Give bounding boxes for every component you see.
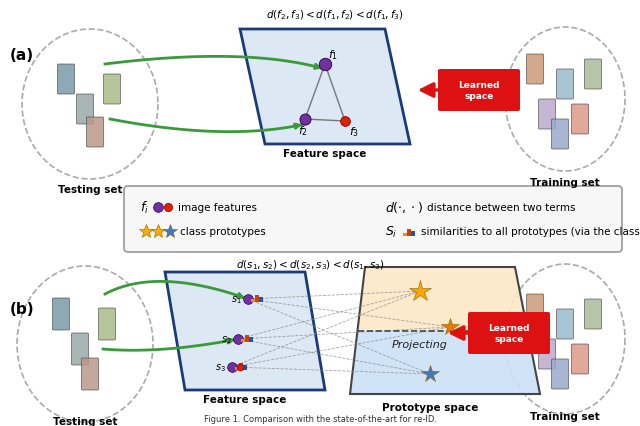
Bar xyxy=(245,335,248,342)
FancyBboxPatch shape xyxy=(572,344,589,374)
Bar xyxy=(255,295,259,302)
Text: $d(f_2,f_3) < d(f_1,f_2) < d(f_1,f_3)$: $d(f_2,f_3) < d(f_1,f_2) < d(f_1,f_3)$ xyxy=(266,8,404,22)
Bar xyxy=(249,337,253,342)
FancyBboxPatch shape xyxy=(104,75,120,105)
FancyBboxPatch shape xyxy=(81,358,99,390)
FancyBboxPatch shape xyxy=(572,105,589,135)
Text: Learned
space: Learned space xyxy=(458,81,500,101)
Polygon shape xyxy=(350,331,540,394)
Text: Feature space: Feature space xyxy=(204,394,287,404)
FancyBboxPatch shape xyxy=(72,333,88,365)
Bar xyxy=(251,299,255,302)
FancyBboxPatch shape xyxy=(584,60,602,90)
Text: $f_1$: $f_1$ xyxy=(328,48,338,62)
Text: $d(s_1,s_2) < d(s_2,s_3) < d(s_1,s_3)$: $d(s_1,s_2) < d(s_2,s_3) < d(s_1,s_3)$ xyxy=(236,257,384,271)
Text: Testing set: Testing set xyxy=(52,416,117,426)
FancyBboxPatch shape xyxy=(58,65,74,95)
Text: Projecting: Projecting xyxy=(392,339,448,349)
Text: $d(\cdot,\cdot)$: $d(\cdot,\cdot)$ xyxy=(385,200,423,215)
Text: $f_3$: $f_3$ xyxy=(349,125,359,138)
Polygon shape xyxy=(165,272,325,390)
FancyBboxPatch shape xyxy=(77,95,93,125)
FancyBboxPatch shape xyxy=(557,70,573,100)
Polygon shape xyxy=(358,268,527,331)
Text: Training set: Training set xyxy=(530,178,600,187)
Text: Prototype space: Prototype space xyxy=(382,402,478,412)
Text: similarities to all prototypes (via the classifier): similarities to all prototypes (via the … xyxy=(421,227,640,236)
Text: $f_2$: $f_2$ xyxy=(298,124,308,138)
Text: $s_2$: $s_2$ xyxy=(221,333,232,345)
Text: Training set: Training set xyxy=(530,411,600,421)
Bar xyxy=(243,365,246,370)
FancyBboxPatch shape xyxy=(124,187,622,253)
Text: Figure 1. Comparison with the state-of-the-art for re-ID.: Figure 1. Comparison with the state-of-t… xyxy=(204,414,436,423)
Bar xyxy=(259,297,262,302)
Text: $s_3$: $s_3$ xyxy=(215,361,226,373)
FancyBboxPatch shape xyxy=(538,339,556,369)
Text: Learned
space: Learned space xyxy=(488,323,530,343)
FancyBboxPatch shape xyxy=(99,308,115,340)
Bar xyxy=(407,230,410,236)
FancyBboxPatch shape xyxy=(438,70,520,112)
FancyBboxPatch shape xyxy=(584,299,602,329)
Text: distance between two terms: distance between two terms xyxy=(427,202,575,213)
FancyBboxPatch shape xyxy=(527,294,543,324)
Bar xyxy=(403,233,406,236)
FancyBboxPatch shape xyxy=(557,309,573,339)
FancyBboxPatch shape xyxy=(552,120,568,150)
FancyBboxPatch shape xyxy=(86,118,104,148)
Text: Testing set: Testing set xyxy=(58,184,122,195)
FancyBboxPatch shape xyxy=(527,55,543,85)
FancyBboxPatch shape xyxy=(468,312,550,354)
Bar xyxy=(411,231,415,236)
Text: Feature space: Feature space xyxy=(284,149,367,158)
FancyBboxPatch shape xyxy=(538,100,556,130)
Text: $f_i$: $f_i$ xyxy=(140,199,148,216)
Bar xyxy=(235,367,239,370)
Text: $s_1$: $s_1$ xyxy=(231,294,242,305)
Polygon shape xyxy=(240,30,410,145)
Text: image features: image features xyxy=(178,202,257,213)
Text: (b): (b) xyxy=(10,302,35,317)
Text: class prototypes: class prototypes xyxy=(180,227,266,236)
Text: (a): (a) xyxy=(10,47,34,62)
Bar xyxy=(239,363,243,370)
FancyBboxPatch shape xyxy=(552,359,568,389)
FancyBboxPatch shape xyxy=(52,298,70,330)
Bar xyxy=(241,339,244,342)
Text: $S_i$: $S_i$ xyxy=(385,224,397,239)
